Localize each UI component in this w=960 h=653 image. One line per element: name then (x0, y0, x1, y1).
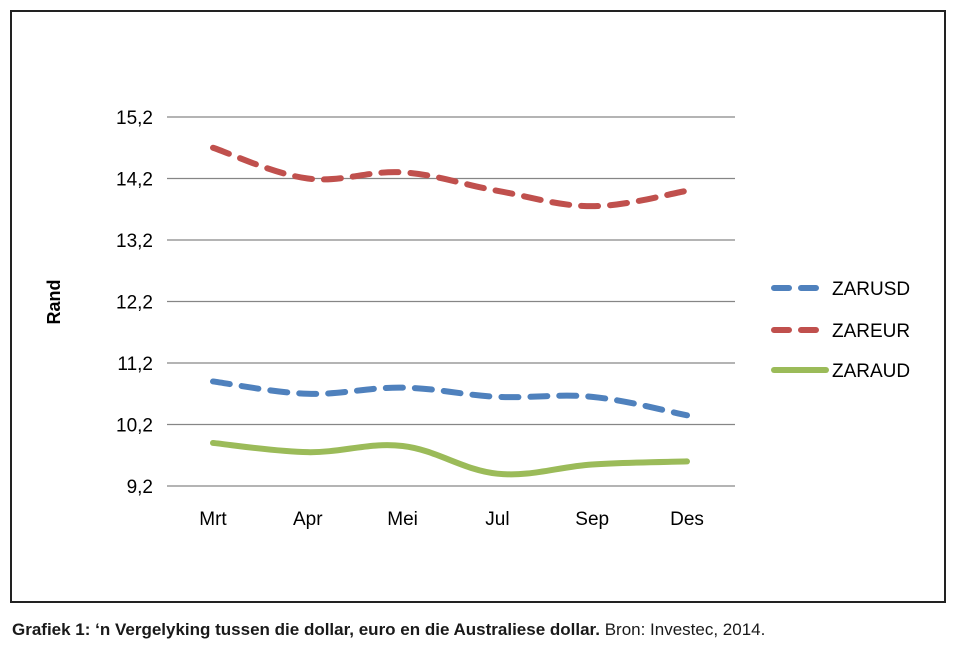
x-axis-ticks: Mrt Apr Mei Jul Sep Des (199, 509, 704, 530)
chart-frame: 15,2 14,2 13,2 12,2 11,2 10,2 9,2 Mrt Apr Mei Jul… (10, 10, 946, 603)
line-chart: 15,2 14,2 13,2 12,2 11,2 10,2 9,2 Mrt Apr Mei Jul… (44, 108, 910, 530)
series-line-zaraud (210, 439, 690, 478)
x-tick-label: Des (670, 509, 704, 530)
x-tick-label: Mei (387, 509, 418, 530)
series-line-zarusd (210, 378, 690, 419)
y-tick-label: 9,2 (127, 477, 153, 498)
y-tick-label: 15,2 (116, 108, 153, 129)
x-tick-label: Sep (575, 509, 609, 530)
y-tick-label: 11,2 (117, 354, 153, 375)
y-tick-label: 10,2 (116, 416, 153, 437)
y-axis-title: Rand (44, 280, 64, 325)
caption-title: Grafiek 1: ‘n Vergelyking tussen die dol… (12, 620, 600, 639)
x-tick-label: Jul (485, 509, 509, 530)
y-tick-label: 12,2 (116, 293, 153, 314)
y-tick-label: 14,2 (116, 170, 153, 191)
series-line-zareur (210, 144, 690, 210)
caption-source: Bron: Investec, 2014. (599, 620, 766, 639)
x-tick-label: Mrt (199, 509, 227, 530)
x-tick-label: Apr (293, 509, 323, 530)
y-axis-ticks: 15,2 14,2 13,2 12,2 11,2 10,2 9,2 (116, 108, 153, 498)
legend-label-zareur: ZAREUR (832, 321, 910, 342)
y-tick-label: 13,2 (116, 231, 153, 252)
legend: ZARUSD ZAREUR ZARAUD (771, 279, 910, 382)
series-lines (210, 144, 690, 478)
legend-label-zaraud: ZARAUD (832, 361, 910, 382)
figure-caption: Grafiek 1: ‘n Vergelyking tussen die dol… (12, 620, 765, 640)
gridlines (167, 116, 735, 487)
legend-label-zarusd: ZARUSD (832, 279, 910, 300)
